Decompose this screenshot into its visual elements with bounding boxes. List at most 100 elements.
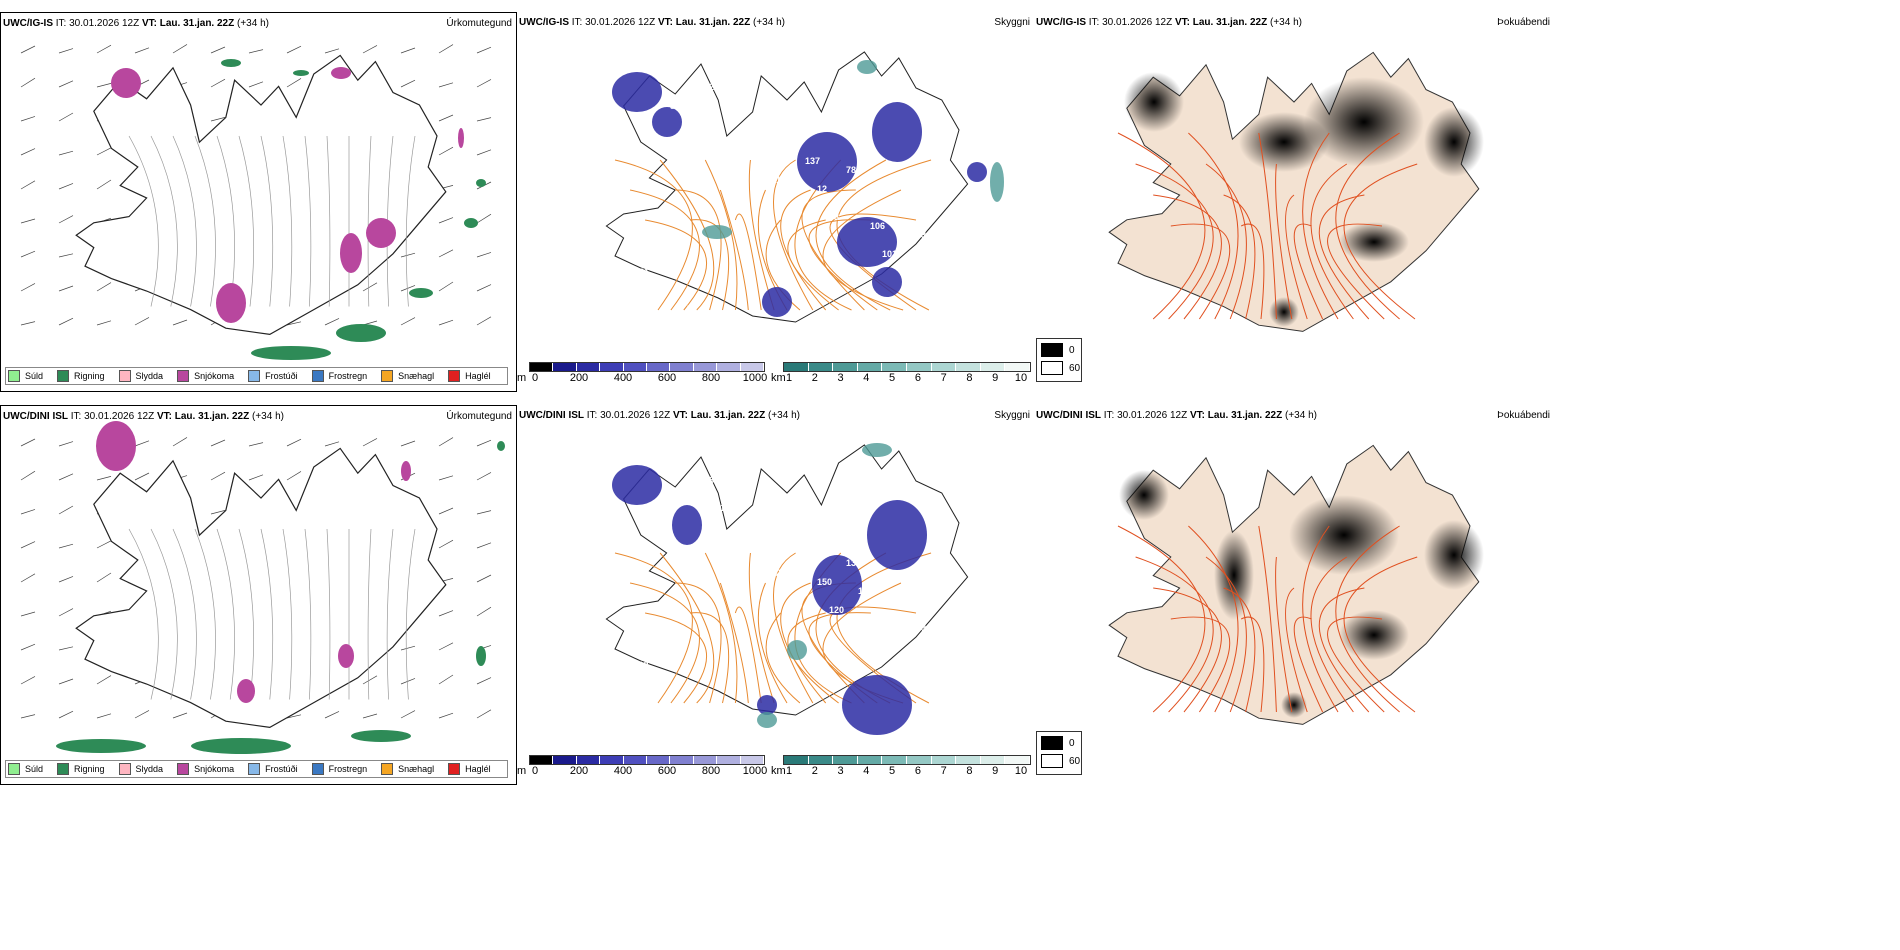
colorbar-unit: m xyxy=(517,765,527,777)
wind-barb xyxy=(476,574,492,583)
wind-barb xyxy=(172,319,188,326)
colorbar-tick: 1 xyxy=(785,765,793,777)
colorbar-tick: 800 xyxy=(701,765,721,777)
snow-area xyxy=(216,283,246,323)
snow-area xyxy=(458,128,464,148)
legend-swatch xyxy=(118,763,131,775)
road-line xyxy=(1285,587,1308,713)
vt-value: Lau. 31.jan. 22Z xyxy=(1207,410,1283,421)
it-value: 30.01.2026 12Z xyxy=(1117,410,1188,421)
wind-barb xyxy=(362,45,378,54)
colorbar-bin xyxy=(717,363,741,371)
river-line xyxy=(304,528,312,700)
road-line xyxy=(1205,556,1247,713)
colorbar-bin xyxy=(740,363,765,371)
wind-barb xyxy=(438,475,454,481)
ceiling-value: 145 xyxy=(752,119,767,129)
fog-panel-row2: UWC/DINI ISL IT: 30.01.2026 12Z VT: Lau.… xyxy=(1034,405,1554,785)
panel-title: Þokuábendi xyxy=(1497,410,1550,421)
wind-barb xyxy=(438,217,454,224)
road-line xyxy=(1117,525,1206,713)
ceiling-value: 103 xyxy=(617,457,632,467)
snow-area xyxy=(237,679,255,703)
colorbar-tick: 9 xyxy=(992,765,999,777)
wind-barb xyxy=(324,441,340,447)
colorbar-tick: 1 xyxy=(785,372,793,384)
road-line xyxy=(1310,556,1354,713)
colorbar-bin xyxy=(530,363,554,371)
ceiling-value: 150 xyxy=(817,577,832,587)
road-line xyxy=(1275,556,1293,713)
river-line xyxy=(194,528,216,700)
legend-swatch xyxy=(177,370,190,382)
wind-barb xyxy=(58,285,74,292)
wind-barb xyxy=(248,49,264,54)
colorbar-tick: 8 xyxy=(966,765,973,777)
vt-value: Lau. 31.jan. 22Z xyxy=(690,410,766,421)
wind-barb xyxy=(400,678,416,685)
road-line xyxy=(1258,525,1277,713)
colorbar-bin xyxy=(670,756,694,764)
wind-barb xyxy=(20,643,36,651)
it-label: IT: xyxy=(1088,17,1100,28)
wind-barb xyxy=(438,249,454,258)
wind-barb xyxy=(438,712,454,719)
vt-value: Lau. 31.jan. 22Z xyxy=(159,18,235,29)
wind-barb xyxy=(210,471,226,481)
legend-swatch xyxy=(311,370,324,382)
low-visibility-area xyxy=(757,712,777,728)
rain-area xyxy=(476,179,486,187)
ceiling-value: 159 xyxy=(723,531,738,541)
wind-barb xyxy=(324,711,340,719)
wind-barb xyxy=(476,709,492,719)
road-line xyxy=(772,159,814,311)
wind-barb xyxy=(20,611,36,617)
it-label: IT: xyxy=(586,410,598,421)
precip-panel-row2: UWC/DINI ISL IT: 30.01.2026 12Z VT: Lau.… xyxy=(0,405,517,785)
road-line xyxy=(748,552,775,704)
vt-value: Lau. 31.jan. 22Z xyxy=(675,17,751,28)
legend-swatch xyxy=(248,370,261,382)
road-line xyxy=(690,219,730,311)
wind-barb xyxy=(476,606,492,617)
road-line xyxy=(659,552,715,704)
wind-barb xyxy=(476,213,492,224)
colorbar-bin xyxy=(693,363,718,371)
fog-panel-row1: UWC/IG-IS IT: 30.01.2026 12Z VT: Lau. 31… xyxy=(1034,12,1554,392)
low-ceiling-area xyxy=(612,72,662,112)
colorbar-bin xyxy=(553,756,577,764)
legend-item: Slydda xyxy=(118,370,163,382)
colorbar-tick: 9 xyxy=(992,372,999,384)
panel-title: Úrkomutegund xyxy=(446,411,512,422)
it-label: IT: xyxy=(1103,410,1115,421)
wind-barb xyxy=(438,44,454,54)
wind-barb xyxy=(58,80,74,88)
road-line xyxy=(629,582,700,704)
colorbar-tick: 2 xyxy=(811,765,818,777)
ceiling-value: 137 xyxy=(805,156,820,166)
colorbar-tick: 400 xyxy=(613,372,633,384)
wind-barb xyxy=(476,510,492,515)
ceiling-value: 63 xyxy=(740,91,750,101)
snow-area xyxy=(401,461,411,481)
legend-label: Snæhagl xyxy=(398,371,435,381)
road-line xyxy=(675,582,722,704)
road-line xyxy=(1153,194,1222,320)
wind-barb xyxy=(400,645,416,651)
legend-item: Haglél xyxy=(448,370,491,382)
low-ceiling-area xyxy=(872,102,922,162)
colorbar-bin xyxy=(623,363,648,371)
ceiling-value: 101 xyxy=(882,249,897,259)
colorbar-bin xyxy=(647,756,671,764)
road-line xyxy=(1310,163,1354,320)
wind-barb xyxy=(20,541,36,549)
colorbar-tick: 0 xyxy=(531,372,539,384)
fog-map xyxy=(1108,51,1484,332)
colorbar-tick: 400 xyxy=(613,765,633,777)
ceiling-value: 136 xyxy=(858,586,873,596)
colorbar-bin xyxy=(740,756,765,764)
wind-barb xyxy=(210,510,226,515)
wind-barb xyxy=(248,474,264,481)
wind-barb xyxy=(210,439,226,447)
road-line xyxy=(1327,223,1385,320)
